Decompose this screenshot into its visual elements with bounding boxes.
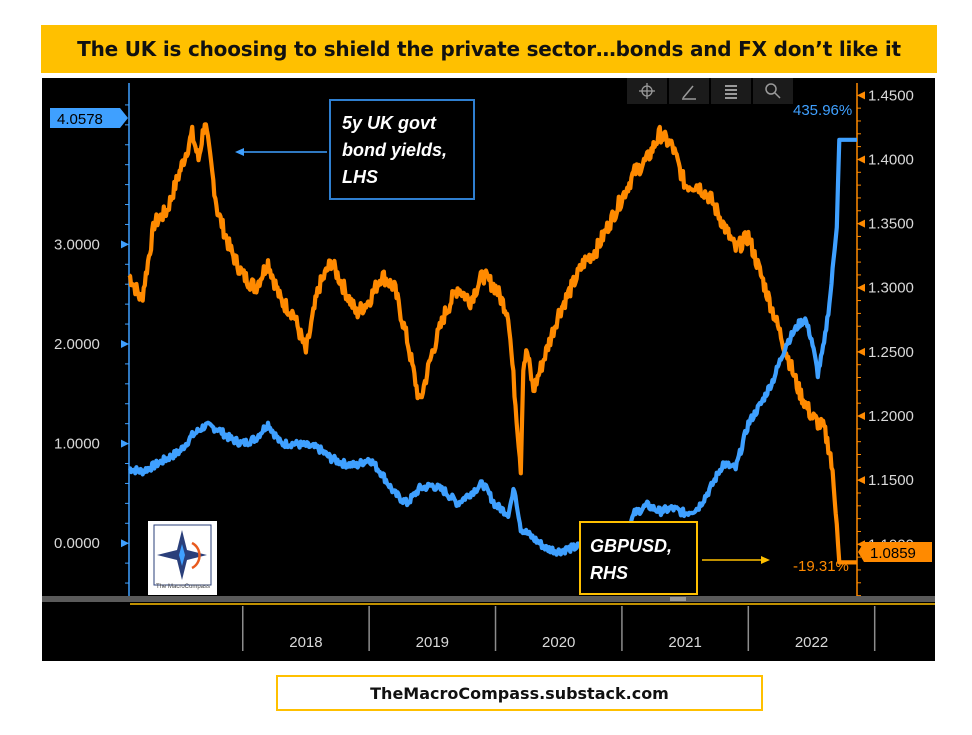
gbp-annotation: GBPUSD, RHS — [579, 521, 770, 595]
yield-last-value-tag: 4.0578 — [50, 108, 128, 128]
pencil-icon — [682, 85, 696, 100]
yield-last-value-text: 4.0578 — [57, 111, 103, 128]
right-tick-label: 1.3500 — [868, 216, 914, 233]
logo-frame — [153, 524, 212, 586]
left-tick-label: 2.0000 — [54, 336, 100, 353]
right-tick-label: 1.3000 — [868, 280, 914, 297]
gbp-last-value-tag: 1.0859 — [858, 542, 932, 562]
crosshair-icon — [639, 83, 655, 99]
zoom-button[interactable] — [753, 78, 793, 104]
left-tick-label: 1.0000 — [54, 436, 100, 453]
zoom-icon — [765, 83, 781, 99]
footer-url-box[interactable]: TheMacroCompass.substack.com — [276, 675, 763, 711]
x-tick-label: 2021 — [668, 634, 701, 651]
table-icon — [725, 85, 737, 99]
yield-annotation-line-3: LHS — [342, 167, 378, 187]
right-tick-label: 1.4500 — [868, 87, 914, 104]
scroll-bar[interactable] — [42, 596, 935, 602]
left-tick-label: 3.0000 — [54, 236, 100, 253]
x-axis: 2018 2019 2020 2021 2022 — [242, 606, 876, 651]
x-tick-label: 2020 — [542, 634, 575, 651]
footer-url[interactable]: TheMacroCompass.substack.com — [370, 683, 669, 703]
right-tick-label: 1.4000 — [868, 151, 914, 168]
left-tick-label: 0.0000 — [54, 535, 100, 552]
logo-text: The MacroCompass — [156, 584, 210, 590]
right-tick-label: 1.2500 — [868, 344, 914, 361]
scroll-handle[interactable] — [670, 597, 686, 601]
chart-toolbar — [627, 78, 793, 104]
gbp-last-value-text: 1.0859 — [870, 545, 916, 562]
gbp-arrow-head — [761, 556, 770, 564]
gbp-annotation-line-2: RHS — [590, 563, 628, 583]
macro-compass-logo: The MacroCompass — [148, 521, 217, 595]
gbp-change-label: -19.31% — [793, 558, 849, 575]
title-banner: The UK is choosing to shield the private… — [41, 25, 937, 73]
right-tick-label: 1.1500 — [868, 472, 914, 489]
yield-arrow-head — [235, 148, 244, 156]
right-axis: 1.10001.15001.20001.25001.30001.35001.40… — [856, 83, 914, 597]
yield-annotation-line-1: 5y UK govt — [342, 113, 437, 133]
left-axis: 0.0000 1.0000 2.0000 3.0000 — [54, 83, 130, 596]
x-tick-label: 2018 — [289, 634, 322, 651]
gbp-annotation-line-1: GBPUSD, — [590, 536, 672, 556]
x-tick-label: 2022 — [795, 634, 828, 651]
yield-annotation-line-2: bond yields, — [342, 140, 447, 160]
x-tick-label: 2019 — [416, 634, 449, 651]
chart-title: The UK is choosing to shield the private… — [77, 37, 901, 61]
right-tick-label: 1.2000 — [868, 408, 914, 425]
yield-change-label: 435.96% — [793, 102, 852, 119]
gbpusd-series-line — [127, 122, 859, 565]
uk-5y-yield-series-line — [127, 137, 859, 557]
yield-annotation: 5y UK govt bond yields, LHS — [235, 99, 475, 200]
